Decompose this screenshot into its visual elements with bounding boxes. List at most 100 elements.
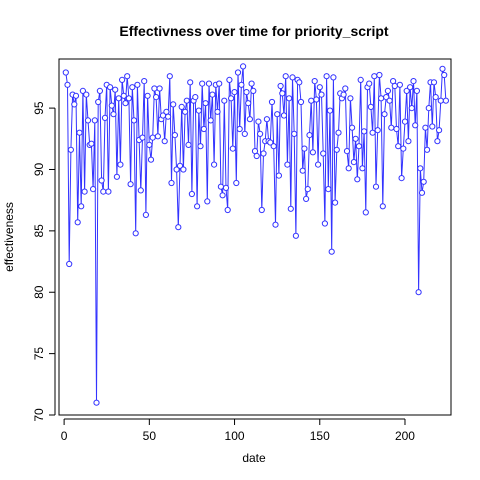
data-point: [226, 76, 233, 84]
data-point: [228, 95, 235, 102]
data-point: [367, 103, 374, 111]
data-point: [257, 130, 264, 137]
data-point: [379, 203, 386, 210]
x-tick-label: 100: [225, 429, 245, 443]
x-axis: 0 50 100 150 200: [61, 418, 415, 443]
data-point: [107, 84, 114, 91]
data-point: [64, 81, 71, 88]
data-point: [330, 74, 337, 81]
data-point: [326, 107, 334, 114]
data-point: [81, 188, 88, 195]
data-point: [248, 80, 255, 87]
data-point: [403, 87, 410, 95]
data-point: [153, 94, 160, 101]
data-point: [180, 166, 187, 173]
data-point: [245, 100, 252, 107]
x-tick-label: 200: [395, 429, 415, 443]
data-point: [279, 90, 286, 97]
data-point: [401, 118, 409, 125]
data-point: [311, 78, 318, 85]
data-point: [221, 97, 228, 104]
data-point: [309, 149, 316, 156]
data-point: [119, 76, 126, 84]
data-point: [168, 179, 175, 187]
data-point: [376, 71, 383, 79]
data-point: [130, 117, 138, 124]
chart-title: Effectivness over time for priority_scri…: [119, 23, 389, 39]
data-point: [183, 97, 190, 104]
data-point: [219, 192, 226, 199]
data-point: [113, 173, 121, 180]
data-point: [93, 399, 100, 406]
data-point: [429, 123, 436, 130]
data-point: [90, 186, 97, 193]
data-point: [171, 132, 178, 139]
data-point: [349, 124, 356, 131]
x-tick-label: 50: [143, 429, 157, 443]
data-point: [170, 101, 177, 108]
data-point: [442, 97, 449, 104]
data-point: [78, 203, 85, 210]
data-point: [200, 125, 207, 133]
data-point: [182, 108, 189, 115]
data-point: [175, 224, 182, 231]
data-point: [144, 92, 151, 99]
data-point: [415, 289, 422, 296]
data-point: [381, 111, 388, 118]
data-point: [176, 162, 184, 169]
data-point: [137, 187, 144, 194]
data-point: [95, 98, 102, 106]
data-point: [292, 232, 299, 239]
y-tick-label: 85: [32, 224, 46, 238]
data-point: [91, 117, 98, 124]
data-point: [231, 89, 238, 96]
data-point: [204, 198, 211, 205]
data-point: [400, 145, 407, 152]
data-point: [132, 230, 139, 237]
data-point: [371, 73, 378, 80]
data-point: [332, 199, 339, 206]
data-point: [117, 161, 124, 168]
data-point: [413, 87, 420, 95]
data-point: [408, 105, 415, 112]
plot-frame: [58, 58, 452, 416]
data-point: [66, 260, 73, 268]
data-point: [79, 87, 87, 95]
data-point: [268, 98, 276, 106]
x-tick-label: 150: [310, 429, 330, 443]
data-point: [345, 165, 352, 172]
data-point: [236, 125, 243, 133]
y-axis-label: effectiveness: [2, 202, 16, 272]
data-point: [108, 102, 115, 109]
data-point: [214, 108, 221, 115]
data-point: [112, 86, 119, 93]
data-point: [100, 188, 107, 195]
data-point: [280, 112, 288, 119]
data-point: [238, 81, 245, 88]
data-point: [328, 248, 335, 255]
data-point: [439, 65, 446, 72]
data-point: [287, 205, 294, 212]
series-line: [65, 66, 447, 403]
data-point: [274, 111, 281, 118]
data-point: [320, 150, 327, 157]
data-point: [185, 141, 192, 148]
data-point: [205, 80, 213, 87]
data-point: [286, 95, 293, 102]
data-point: [224, 206, 231, 214]
data-point: [395, 143, 402, 150]
data-point: [282, 73, 289, 80]
data-point: [369, 129, 376, 136]
data-point: [134, 81, 141, 88]
data-point: [62, 69, 69, 76]
data-point: [260, 150, 267, 157]
data-point: [323, 73, 330, 80]
data-point: [434, 138, 441, 145]
data-point: [125, 95, 132, 102]
data-point: [318, 91, 325, 98]
data-point: [430, 79, 438, 86]
x-tick-label: 0: [61, 429, 68, 443]
data-point: [165, 113, 172, 120]
data-point: [222, 184, 230, 191]
